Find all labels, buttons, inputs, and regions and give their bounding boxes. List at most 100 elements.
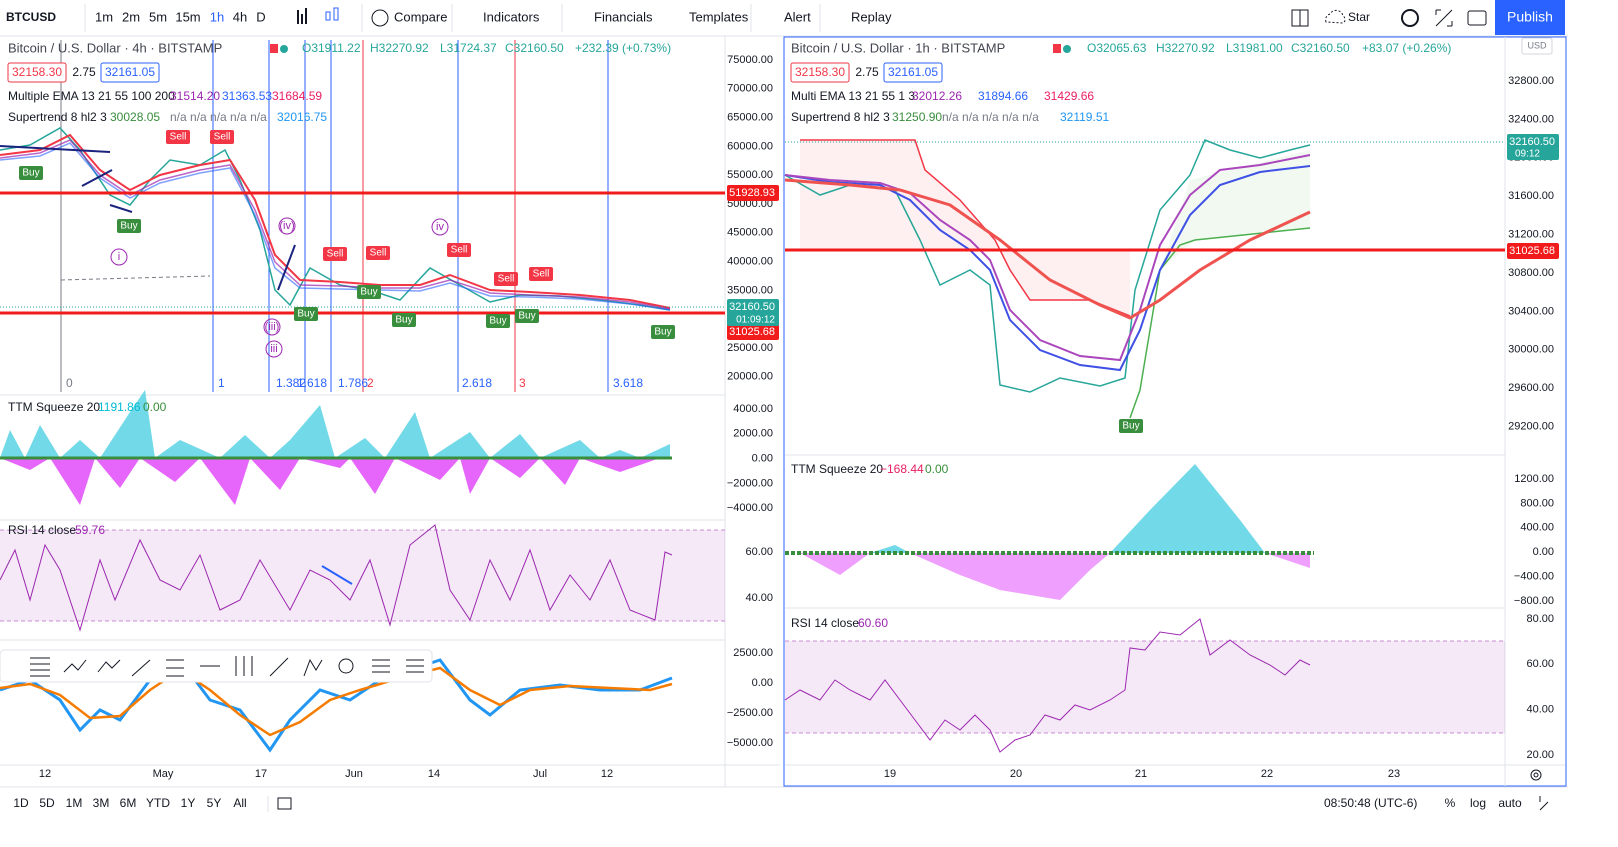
indicator-value: 32012.26 — [912, 89, 962, 103]
wave-label: iii — [270, 343, 277, 355]
scale-icon[interactable] — [1539, 796, 1549, 811]
toolbar-button[interactable]: Compare — [394, 9, 447, 24]
indicator-name: Multiple EMA 13 21 55 100 200 — [8, 89, 175, 103]
toolbar-button[interactable]: Replay — [851, 9, 892, 24]
percent-toggle[interactable]: % — [1445, 796, 1456, 810]
signal-label: Buy — [297, 309, 314, 320]
fib-label: 2.618 — [462, 376, 492, 390]
label-box — [529, 267, 553, 281]
star-button[interactable]: Star — [1348, 10, 1370, 24]
price-axis-label: 30400.00 — [1508, 305, 1554, 317]
ohlc-value: H32270.92 — [1156, 41, 1215, 55]
symbol[interactable]: BTCUSD — [6, 10, 56, 24]
label-box — [1507, 134, 1559, 160]
range-button[interactable]: 1Y — [181, 796, 196, 810]
indicator-value: 0.00 — [925, 462, 949, 476]
spread: 2.75 — [855, 65, 879, 79]
candles-icon[interactable] — [325, 7, 339, 21]
signal-label: Buy — [1122, 421, 1139, 432]
date-range-icon[interactable] — [277, 797, 292, 810]
interval[interactable]: 1m — [95, 9, 113, 24]
ttm-axis-label: −4000.00 — [727, 502, 773, 514]
settings-gear[interactable] — [1530, 769, 1542, 781]
price-tag: 31025.68 — [1509, 245, 1555, 257]
date-label: 14 — [428, 768, 440, 780]
indicator-value: 0.00 — [143, 400, 167, 414]
rsi-axis-label: 60.00 — [1526, 658, 1554, 670]
publish-label[interactable]: Publish — [1507, 9, 1553, 25]
rsi-line — [784, 618, 1311, 753]
oscillator-axis-label: −2500.00 — [727, 707, 773, 719]
signal-label: Sell — [533, 269, 550, 280]
price-axis-label: 55000.00 — [727, 169, 773, 181]
chart-title: Bitcoin / U.S. Dollar · 1h · BITSTAMP — [791, 40, 1005, 55]
signal-label: Buy — [120, 221, 137, 232]
spread: 2.75 — [72, 65, 96, 79]
top-toolbar — [0, 0, 1618, 36]
label-box — [727, 313, 779, 326]
ttm-axis-label: 800.00 — [1520, 497, 1554, 509]
snapshot-icon[interactable] — [1467, 10, 1487, 26]
dashed-line — [60, 275, 211, 281]
range-button[interactable]: YTD — [146, 796, 170, 810]
label-box — [117, 219, 141, 233]
ttm-axis-label: 400.00 — [1520, 522, 1554, 534]
range-button[interactable]: 3M — [93, 796, 110, 810]
log-toggle[interactable]: log — [1470, 796, 1486, 810]
fullscreen-icon[interactable] — [1435, 9, 1453, 27]
range-button[interactable]: 5Y — [207, 796, 222, 810]
toolbar-button[interactable]: Financials — [594, 9, 653, 24]
price-axis-label: 32800.00 — [1508, 75, 1554, 87]
toolbar-button[interactable]: Alert — [784, 9, 811, 24]
ttm-axis-label: −800.00 — [1514, 595, 1554, 607]
publish-button[interactable] — [1495, 0, 1565, 35]
toolbar-button[interactable]: Templates — [689, 9, 749, 24]
settings-icon[interactable] — [1401, 9, 1419, 27]
range-button[interactable]: 1M — [66, 796, 83, 810]
fib-label: 1.618 — [297, 376, 327, 390]
rsi-axis-label: 60.00 — [745, 546, 773, 558]
indicator-value: 30028.05 — [110, 110, 160, 124]
range-button[interactable]: 6M — [120, 796, 137, 810]
squeeze-histogram-negative — [800, 553, 1310, 600]
drawing-tools[interactable] — [30, 656, 424, 677]
compare-icon[interactable] — [371, 9, 389, 27]
auto-toggle[interactable]: auto — [1498, 796, 1522, 810]
ohlc-value: L31981.00 — [1226, 41, 1283, 55]
ohlc-value: C32160.50 — [1291, 41, 1350, 55]
chart-type-icon[interactable] — [297, 8, 307, 24]
interval[interactable]: 2m — [122, 9, 140, 24]
layout-icon[interactable] — [1291, 9, 1309, 27]
label-box — [166, 130, 190, 144]
indicator-value: 60.60 — [858, 616, 888, 630]
currency[interactable]: USD — [1527, 40, 1547, 50]
price-axis-label: 32400.00 — [1508, 113, 1554, 125]
interval[interactable]: D — [256, 9, 265, 24]
ttm-axis-label: 1200.00 — [1514, 473, 1554, 485]
countdown-tag: 09:12 — [1515, 149, 1540, 160]
interval[interactable]: 4h — [233, 9, 247, 24]
wave-circle — [265, 340, 283, 358]
range-button[interactable]: All — [233, 796, 246, 810]
price-axis-label: 29200.00 — [1508, 421, 1554, 433]
ohlc-value: H32270.92 — [370, 41, 429, 55]
label-box — [1119, 419, 1143, 433]
signal-label: Sell — [498, 274, 515, 285]
ttm-axis-label: −400.00 — [1514, 571, 1554, 583]
interval[interactable]: 5m — [149, 9, 167, 24]
label-box — [392, 313, 416, 327]
label-box — [486, 314, 510, 328]
date-label: Jun — [345, 768, 363, 780]
indicator-name: RSI 14 close — [8, 523, 76, 537]
star-icon[interactable] — [1325, 9, 1346, 24]
fib-label: 1.786 — [338, 376, 368, 390]
ttm-axis-label: 0.00 — [752, 453, 773, 465]
range-button[interactable]: 5D — [39, 796, 55, 810]
interval[interactable]: 1h — [210, 9, 224, 24]
range-button[interactable]: 1D — [13, 796, 29, 810]
interval[interactable]: 15m — [175, 9, 200, 24]
fib-label: 3.618 — [613, 376, 643, 390]
toolbar-button[interactable]: Indicators — [483, 9, 540, 24]
fib-label: 1 — [218, 376, 225, 390]
signal-label: Sell — [327, 249, 344, 260]
